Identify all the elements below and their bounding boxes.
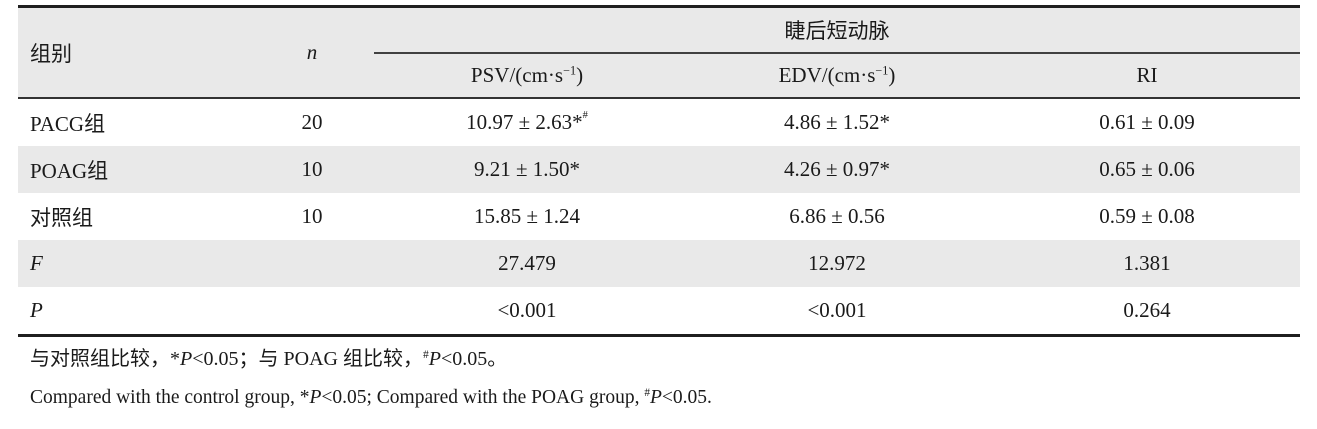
cell-edv: <0.001 [807,298,867,322]
cell-group-label: POAG组 [30,158,109,183]
cell-edv: 4.26 ± 0.97* [783,157,891,181]
cell-group-label: P [30,298,43,322]
table-body: PACG组 20 10.97 ± 2.63*# 4.86 ± 1.52* 0.6… [18,98,1300,336]
cell-ri: 0.59 ± 0.08 [1099,204,1195,228]
table-row-f-statistic: F 27.479 12.972 1.381 [18,240,1300,287]
cell-group-label: PACG组 [30,111,106,136]
footnote-english: Compared with the control group, *P<0.05… [30,387,712,408]
table-row-pacg: PACG组 20 10.97 ± 2.63*# 4.86 ± 1.52* 0.6… [18,98,1300,146]
header-group: 组别 [18,6,250,99]
table-row-poag: POAG组 10 9.21 ± 1.50* 4.26 ± 0.97* 0.65 … [18,146,1300,193]
cell-psv: 10.97 ± 2.63*# [466,109,588,134]
table-row-p-value: P <0.001 <0.001 0.264 [18,287,1300,336]
cell-ri: 0.61 ± 0.09 [1099,110,1195,134]
cell-edv: 4.86 ± 1.52* [783,110,891,134]
header-n: n [250,6,374,99]
statistics-table: 组别 n 睫后短动脉 PSV/(cm·s−1) EDV/(cm·s−1) RI … [18,5,1300,337]
header-row-sub: PSV/(cm·s−1) EDV/(cm·s−1) RI [18,53,1300,99]
cell-edv: 6.86 ± 0.56 [789,204,885,228]
cell-group-label: F [30,251,43,275]
header-psv: PSV/(cm·s−1) [374,53,680,99]
cell-group-label: 对照组 [30,205,93,230]
header-span-artery: 睫后短动脉 [374,6,1300,54]
cell-n: 10 [301,204,323,228]
cell-n [250,287,374,336]
statistics-table-container: 组别 n 睫后短动脉 PSV/(cm·s−1) EDV/(cm·s−1) RI … [18,5,1317,337]
cell-ri: 0.264 [1123,298,1171,322]
table-header: 组别 n 睫后短动脉 PSV/(cm·s−1) EDV/(cm·s−1) RI [18,6,1300,99]
cell-psv: 9.21 ± 1.50* [473,157,581,181]
header-ri: RI [994,53,1300,99]
cell-psv: 15.85 ± 1.24 [473,204,581,228]
header-row-span: 组别 n 睫后短动脉 [18,6,1300,99]
footnote-chinese: 与对照组比较，*P<0.05；与 POAG 组比较，#P<0.05。 [30,347,508,370]
cell-ri: 0.65 ± 0.06 [1099,157,1195,181]
cell-edv: 12.972 [808,251,866,275]
footnotes: 与对照组比较，*P<0.05；与 POAG 组比较，#P<0.05。 Compa… [30,347,1317,410]
table-row-control: 对照组 10 15.85 ± 1.24 6.86 ± 0.56 0.59 ± 0… [18,193,1300,240]
cell-ri: 1.381 [1123,251,1171,275]
cell-n: 20 [301,110,323,134]
header-edv: EDV/(cm·s−1) [680,53,994,99]
cell-n [250,240,374,287]
cell-psv: 27.479 [498,251,556,275]
cell-n: 10 [301,157,323,181]
cell-psv: <0.001 [497,298,557,322]
